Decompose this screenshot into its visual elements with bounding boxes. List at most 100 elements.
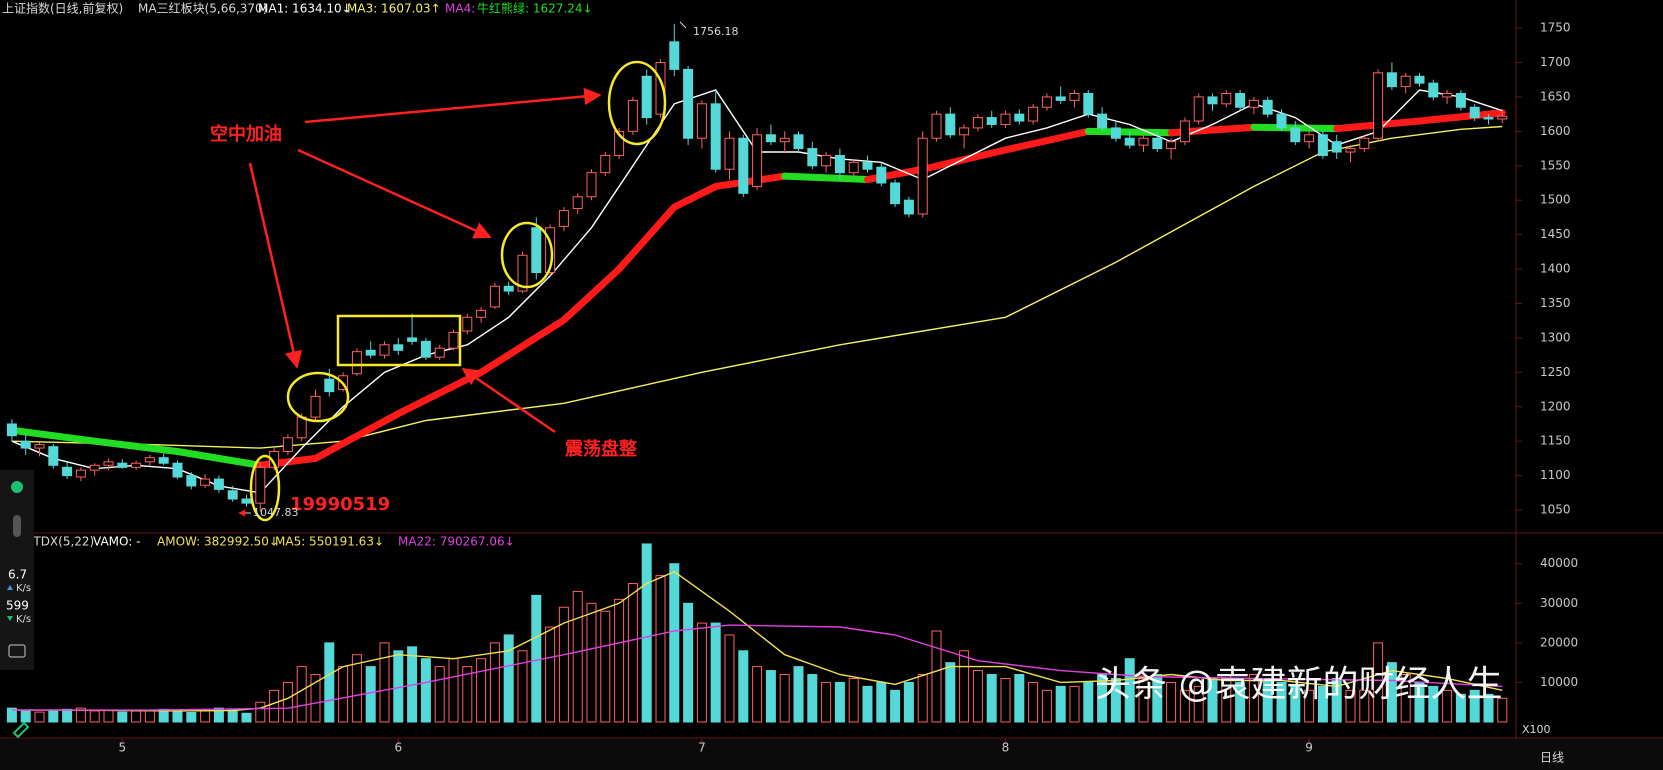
- volume-bar: [172, 711, 183, 723]
- candle-body: [986, 117, 997, 125]
- candle-body: [1124, 137, 1135, 146]
- volume-bar: [434, 666, 445, 723]
- volume-bar: [1221, 674, 1232, 723]
- volume-bar: [227, 709, 238, 723]
- candle-body: [848, 161, 859, 174]
- candle-body: [62, 466, 73, 477]
- volume-bar: [338, 666, 349, 723]
- volume-bar: [1442, 689, 1453, 723]
- volume-bar: [1317, 685, 1328, 723]
- time-axis: [0, 739, 1663, 770]
- ribbon-segment: [781, 172, 871, 184]
- volume-bar: [1083, 681, 1094, 723]
- candle-body: [1041, 96, 1052, 108]
- volume-bar: [1055, 685, 1066, 723]
- arrow: [248, 162, 302, 369]
- sidebar-handle[interactable]: [13, 515, 21, 537]
- volume-bar: [669, 563, 680, 723]
- candle-body: [724, 137, 735, 170]
- volume-bar: [89, 710, 100, 723]
- candle-body: [1083, 92, 1094, 115]
- volume-bar: [1166, 681, 1177, 723]
- y-tick-label: 1400: [1540, 262, 1571, 276]
- y-tick-label: 1350: [1540, 296, 1571, 310]
- y-tick-label: 1600: [1540, 124, 1571, 138]
- volume-bar: [724, 634, 735, 723]
- volume-bar: [1110, 677, 1121, 723]
- speed-unit: K/s: [16, 583, 31, 594]
- volume-bar: [1455, 693, 1466, 723]
- candle-body: [476, 309, 487, 318]
- candle-body: [793, 134, 804, 150]
- volume-bar: [890, 689, 901, 723]
- candle-body: [172, 462, 183, 478]
- candle-body: [1235, 92, 1246, 108]
- x-tick-label: 9: [1305, 741, 1313, 755]
- candle-body: [158, 457, 169, 464]
- volume-bar: [1152, 674, 1163, 723]
- candle-body: [834, 154, 845, 174]
- volume-bar: [738, 650, 749, 723]
- highlight-ellipse: [249, 454, 281, 522]
- candle-body: [945, 113, 956, 136]
- candle-body: [213, 478, 224, 490]
- annotation: 空中加油: [210, 123, 282, 145]
- volume-bar: [103, 709, 114, 723]
- candle-body: [6, 423, 17, 437]
- candle-body: [1414, 75, 1425, 84]
- ribbon-segment: [1002, 127, 1092, 154]
- volume-unit: X100: [1522, 723, 1551, 736]
- volume-bar: [834, 681, 845, 723]
- speed-unit: K/s: [16, 614, 31, 625]
- volume-bar: [365, 666, 376, 723]
- camera-icon[interactable]: [8, 644, 26, 658]
- candle-body: [876, 166, 887, 184]
- volume-bar: [683, 602, 694, 723]
- volume-bar: [448, 658, 459, 723]
- y-tick-label: 1650: [1540, 89, 1571, 103]
- volume-bar: [558, 606, 569, 723]
- volume-bar: [186, 712, 197, 723]
- candle-body: [1138, 137, 1149, 146]
- volume-bar: [1469, 689, 1480, 723]
- volume-bar: [545, 626, 556, 723]
- volume-bar: [655, 575, 666, 723]
- candle-body: [807, 148, 818, 167]
- candle-body: [131, 462, 142, 468]
- pen-icon[interactable]: [12, 721, 30, 739]
- volume-bar: [1428, 685, 1439, 723]
- arrow: [461, 367, 556, 434]
- candle-body: [420, 340, 431, 358]
- highlight-shapes: [249, 60, 667, 522]
- max-price-label: 1756.18: [693, 25, 739, 38]
- volume-bar: [241, 712, 252, 723]
- volume-bar: [1304, 689, 1315, 723]
- candle-body: [1497, 115, 1508, 120]
- status-dot[interactable]: [11, 481, 23, 493]
- volume-bar: [1276, 681, 1287, 723]
- candle-body: [448, 331, 459, 349]
- candle-body: [1359, 137, 1370, 150]
- volume-bar: [296, 666, 307, 723]
- volume-bar: [821, 681, 832, 723]
- candle-body: [1331, 141, 1342, 153]
- candle-body: [517, 254, 528, 292]
- candle-body: [586, 172, 597, 198]
- volume-bar: [765, 670, 776, 723]
- candle-body: [227, 490, 238, 500]
- candle-body: [669, 41, 680, 70]
- volume-bar: [600, 610, 611, 723]
- volume-bar: [1386, 662, 1397, 723]
- candle-body: [600, 154, 611, 174]
- candle-body: [1179, 120, 1190, 143]
- ribbon-segment: [560, 265, 623, 324]
- candle-body: [821, 154, 832, 167]
- candle-body: [1386, 72, 1397, 88]
- candle-body: [48, 446, 59, 466]
- legend-ma1: MA1: 1634.10↓: [258, 2, 352, 16]
- arrow: [304, 87, 602, 124]
- candle-body: [1028, 106, 1039, 122]
- upload-speed: 6.7: [8, 568, 27, 582]
- volume-bar: [1483, 693, 1494, 723]
